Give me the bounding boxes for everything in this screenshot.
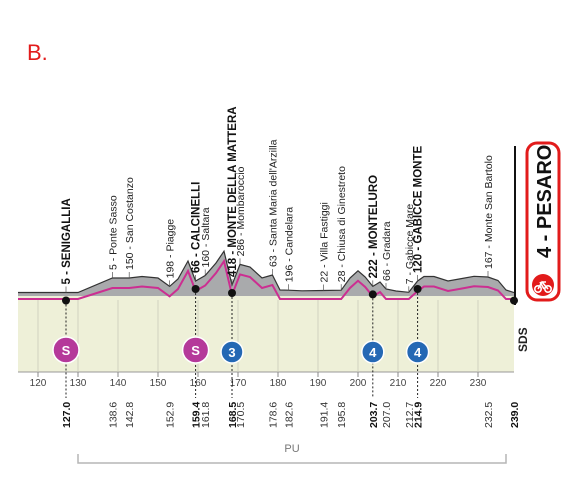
km-label: 203.7 bbox=[368, 402, 380, 428]
marker-badge-label: 4 bbox=[414, 345, 422, 360]
finish-box bbox=[525, 141, 561, 302]
km-label: 168.5 bbox=[227, 402, 239, 428]
location-label: 5 - SENIGALLIA bbox=[61, 198, 73, 284]
km-label: 212.7 bbox=[404, 402, 416, 428]
marker-point bbox=[413, 285, 422, 293]
route-markers: S S 3 4 4 bbox=[52, 285, 518, 398]
location-label: 66 - CALCINELLI bbox=[191, 182, 203, 273]
x-tick-label: 200 bbox=[350, 378, 367, 389]
km-label: 207.0 bbox=[381, 402, 393, 428]
panel-label: B. bbox=[27, 40, 48, 65]
km-label: 159.4 bbox=[191, 402, 203, 428]
x-tick-label: 210 bbox=[390, 378, 407, 389]
profile-area bbox=[18, 251, 514, 296]
location-label: 196 - Candelara bbox=[283, 207, 295, 282]
location-label: 22 - Villa Fastiggi bbox=[319, 202, 331, 282]
km-label: 195.8 bbox=[336, 402, 348, 428]
x-tick-label: 190 bbox=[310, 378, 327, 389]
x-tick-label: 230 bbox=[470, 378, 487, 389]
km-label: 239.0 bbox=[509, 402, 521, 428]
province-label: PU bbox=[284, 443, 299, 455]
x-tick-label: 180 bbox=[270, 378, 287, 389]
marker-badge-label: 4 bbox=[369, 345, 377, 360]
location-label: 5 - Ponte Sasso bbox=[107, 195, 119, 270]
km-label: 142.8 bbox=[124, 402, 136, 428]
location-label: 66 - Gradara bbox=[381, 221, 393, 281]
location-label: 160 - Saltara bbox=[200, 207, 212, 267]
route-code: SDS bbox=[516, 327, 530, 352]
km-label: 232.5 bbox=[483, 402, 495, 428]
location-label: 167 - Monte San Bartolo bbox=[483, 155, 495, 269]
finish-label: 4 - PESARO bbox=[534, 145, 556, 258]
km-label: 161.8 bbox=[200, 402, 212, 428]
location-label: 222 - MONTELURO bbox=[368, 175, 380, 279]
marker-point bbox=[368, 290, 377, 299]
km-label: 182.6 bbox=[283, 402, 295, 428]
km-label: 214.9 bbox=[413, 402, 425, 428]
province-bracket: PU bbox=[77, 443, 507, 464]
km-label: 191.4 bbox=[319, 402, 331, 428]
location-labels: 5 - SENIGALLIA 5 - Ponte Sasso 150 - San C… bbox=[61, 106, 495, 293]
km-label: 138.6 bbox=[107, 402, 119, 428]
km-label: 178.6 bbox=[267, 402, 279, 428]
x-tick-label: 120 bbox=[30, 378, 47, 389]
x-tick-label: 140 bbox=[110, 378, 127, 389]
x-tick-label: 130 bbox=[70, 378, 87, 389]
location-label: 28 - Chiusa di Ginestreto bbox=[336, 166, 348, 282]
location-label: 63 - Santa Maria dell'Arzilla bbox=[267, 139, 279, 267]
km-label: 170.5 bbox=[235, 402, 247, 428]
elevation-profile bbox=[18, 249, 515, 300]
marker-badge-label: 3 bbox=[228, 345, 235, 360]
climb-badge-icon bbox=[361, 340, 385, 364]
marker-point bbox=[228, 289, 236, 297]
road-line bbox=[18, 258, 514, 300]
location-label: 286 - Mombaroccio bbox=[235, 166, 247, 256]
marker-badge-label: S bbox=[191, 343, 200, 358]
km-label: 152.9 bbox=[165, 402, 177, 428]
x-tick-label: 220 bbox=[430, 378, 447, 389]
finish-bike-icon bbox=[532, 274, 554, 296]
km-label: 127.0 bbox=[61, 402, 73, 428]
sprint-badge-icon bbox=[181, 336, 210, 364]
climb-badge-icon bbox=[220, 340, 244, 364]
location-label: 150 - San Costanzo bbox=[124, 177, 136, 270]
marker-point bbox=[191, 285, 200, 293]
location-label: 198 - Piagge bbox=[165, 219, 177, 279]
marker-badge-label: S bbox=[62, 343, 71, 358]
marker-point bbox=[62, 296, 70, 305]
location-label: 120 - GABICCE MONTE bbox=[413, 146, 425, 273]
profile-top-line bbox=[18, 249, 515, 294]
location-label: 7 - Gabicce Mare bbox=[404, 204, 416, 285]
ground-layer bbox=[18, 296, 514, 373]
x-tick-label: 160 bbox=[190, 378, 207, 389]
bicycle-icon bbox=[533, 280, 552, 293]
finish-block: 4 - PESARO SDS bbox=[514, 141, 561, 352]
location-label: 418 - MONTE DELLA MATTERA bbox=[227, 106, 239, 277]
x-tick-label: 170 bbox=[230, 378, 247, 389]
x-tick-label: 150 bbox=[150, 378, 167, 389]
climb-badge-icon bbox=[405, 340, 430, 364]
ground-band bbox=[18, 296, 514, 372]
sprint-badge-icon bbox=[52, 336, 80, 364]
